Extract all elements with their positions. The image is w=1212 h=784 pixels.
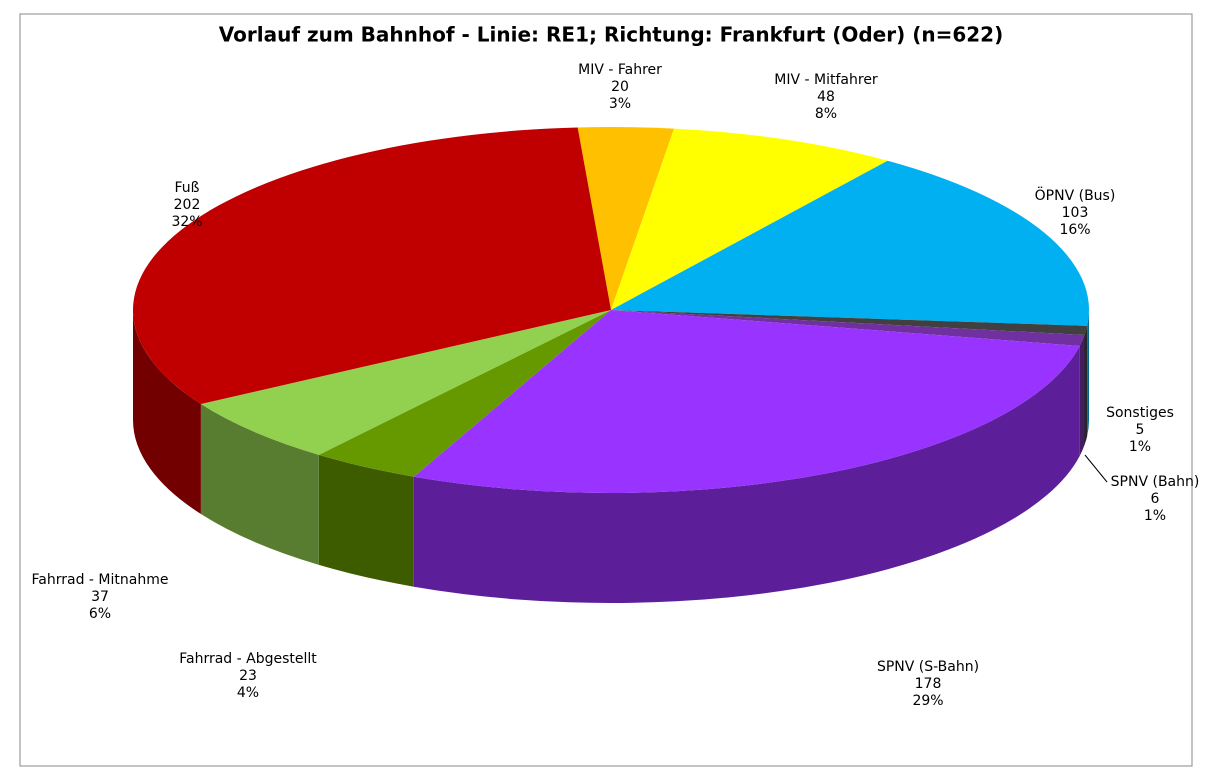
- slice-side: [413, 345, 1080, 604]
- chart-title: Vorlauf zum Bahnhof - Linie: RE1; Richtu…: [219, 23, 1004, 47]
- data-label-percent: 16%: [1059, 222, 1090, 238]
- slice: [318, 310, 611, 477]
- slice: [611, 310, 1085, 346]
- data-label-percent: 1%: [1144, 508, 1166, 524]
- data-label-percent: 8%: [815, 106, 837, 122]
- slice: [611, 160, 1089, 326]
- slice-side: [133, 310, 201, 515]
- data-label-name: ÖPNV (Bus): [1035, 186, 1116, 204]
- slice: [200, 310, 611, 455]
- slice: [611, 128, 888, 310]
- data-label-value: 6: [1151, 491, 1160, 507]
- data-label-name: MIV - Fahrer: [578, 62, 662, 78]
- data-label-percent: 4%: [237, 685, 259, 701]
- data-label-name: Fahrrad - Mitnahme: [32, 572, 169, 588]
- data-label-name: Fahrrad - Abgestellt: [179, 651, 317, 667]
- slice: [413, 310, 1080, 493]
- data-label-name: SPNV (Bahn): [1111, 474, 1200, 490]
- data-label-value: 23: [239, 668, 257, 684]
- data-label-percent: 6%: [89, 606, 111, 622]
- slice-side: [1087, 310, 1089, 436]
- data-label-value: 5: [1136, 422, 1145, 438]
- slice: [133, 127, 611, 405]
- data-label-percent: 32%: [171, 214, 202, 230]
- data-label-name: SPNV (S-Bahn): [877, 659, 979, 675]
- data-label-percent: 3%: [609, 96, 631, 112]
- slice-side: [1084, 325, 1088, 446]
- data-label-value: 178: [915, 676, 942, 692]
- data-label-percent: 29%: [912, 693, 943, 709]
- data-label-value: 37: [91, 589, 109, 605]
- slice-side: [318, 454, 414, 587]
- data-label-value: 103: [1062, 205, 1089, 221]
- data-label-value: 202: [174, 197, 201, 213]
- slice-side: [1079, 335, 1085, 456]
- slice-side: [200, 404, 319, 565]
- slice: [611, 310, 1088, 336]
- data-label-value: 48: [817, 89, 835, 105]
- slice: [577, 126, 675, 310]
- data-label-name: MIV - Mitfahrer: [774, 72, 878, 88]
- data-label-name: Sonstiges: [1106, 405, 1174, 421]
- leader-line: [1084, 454, 1108, 483]
- data-label-value: 20: [611, 79, 629, 95]
- data-label-percent: 1%: [1129, 439, 1151, 455]
- data-label-name: Fuß: [175, 180, 200, 196]
